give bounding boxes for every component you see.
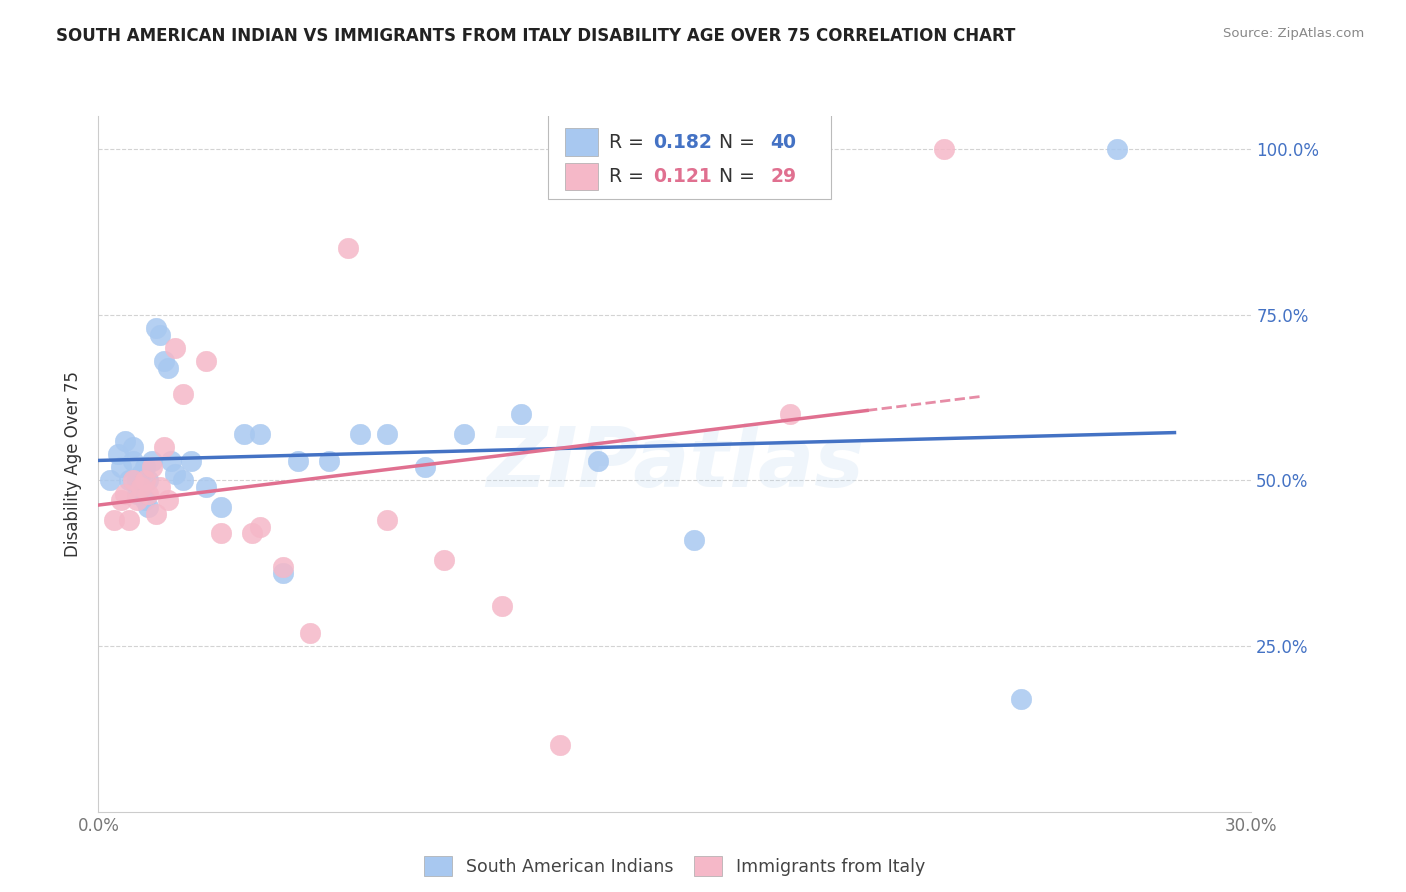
Text: 0.121: 0.121 [652,167,711,186]
Point [1105,142,1128,156]
Text: Source: ZipAtlas.com: Source: ZipAtlas.com [1223,27,1364,40]
Point [548,739,571,753]
Point [510,407,533,421]
Point [138,486,160,500]
Point [172,474,194,488]
Point [145,507,167,521]
Text: ZIPatlas: ZIPatlas [486,424,863,504]
Point [683,533,706,547]
Point [1010,692,1032,706]
Point [779,407,801,421]
Point [129,467,152,481]
Point [149,327,172,342]
Point [172,387,194,401]
Point [195,480,218,494]
Point [107,447,129,461]
Point [141,460,163,475]
Point [125,486,148,500]
Point [110,460,132,475]
Point [318,453,340,467]
Point [129,480,152,494]
Point [375,427,398,442]
Point [240,526,263,541]
Point [98,474,121,488]
Point [160,453,183,467]
Point [141,453,163,467]
Point [134,474,156,488]
Point [125,474,148,488]
Point [433,553,456,567]
Point [932,142,955,156]
Point [271,559,294,574]
Point [249,427,271,442]
Point [149,480,172,494]
Point [118,474,141,488]
Point [453,427,475,442]
Point [349,427,371,442]
Point [122,453,145,467]
Point [152,440,174,454]
Point [298,625,321,640]
Point [249,520,271,534]
Point [152,354,174,368]
Point [209,526,232,541]
Point [118,513,141,527]
Legend: South American Indians, Immigrants from Italy: South American Indians, Immigrants from … [418,849,932,883]
FancyBboxPatch shape [548,112,831,200]
Point [114,486,136,500]
FancyBboxPatch shape [565,162,598,190]
Point [125,493,148,508]
Point [134,460,156,475]
Text: R =: R = [609,133,650,152]
Point [491,599,513,614]
Text: SOUTH AMERICAN INDIAN VS IMMIGRANTS FROM ITALY DISABILITY AGE OVER 75 CORRELATIO: SOUTH AMERICAN INDIAN VS IMMIGRANTS FROM… [56,27,1015,45]
Point [156,493,179,508]
Point [129,480,152,494]
Point [165,467,187,481]
Point [110,493,132,508]
Point [337,242,360,256]
Point [271,566,294,581]
Text: N =: N = [707,167,761,186]
Text: 40: 40 [770,133,797,152]
Point [209,500,232,514]
Point [138,500,160,514]
Point [156,360,179,375]
Point [134,493,156,508]
Point [138,474,160,488]
Point [145,321,167,335]
Point [122,440,145,454]
FancyBboxPatch shape [565,128,598,156]
Text: R =: R = [609,167,650,186]
Point [586,453,609,467]
Point [287,453,309,467]
Point [195,354,218,368]
Text: 0.182: 0.182 [652,133,711,152]
Text: N =: N = [707,133,761,152]
Point [165,341,187,355]
Y-axis label: Disability Age Over 75: Disability Age Over 75 [65,371,83,557]
Point [114,434,136,448]
Point [413,460,436,475]
Point [103,513,125,527]
Text: 29: 29 [770,167,797,186]
Point [122,474,145,488]
Point [375,513,398,527]
Point [180,453,202,467]
Point [233,427,256,442]
